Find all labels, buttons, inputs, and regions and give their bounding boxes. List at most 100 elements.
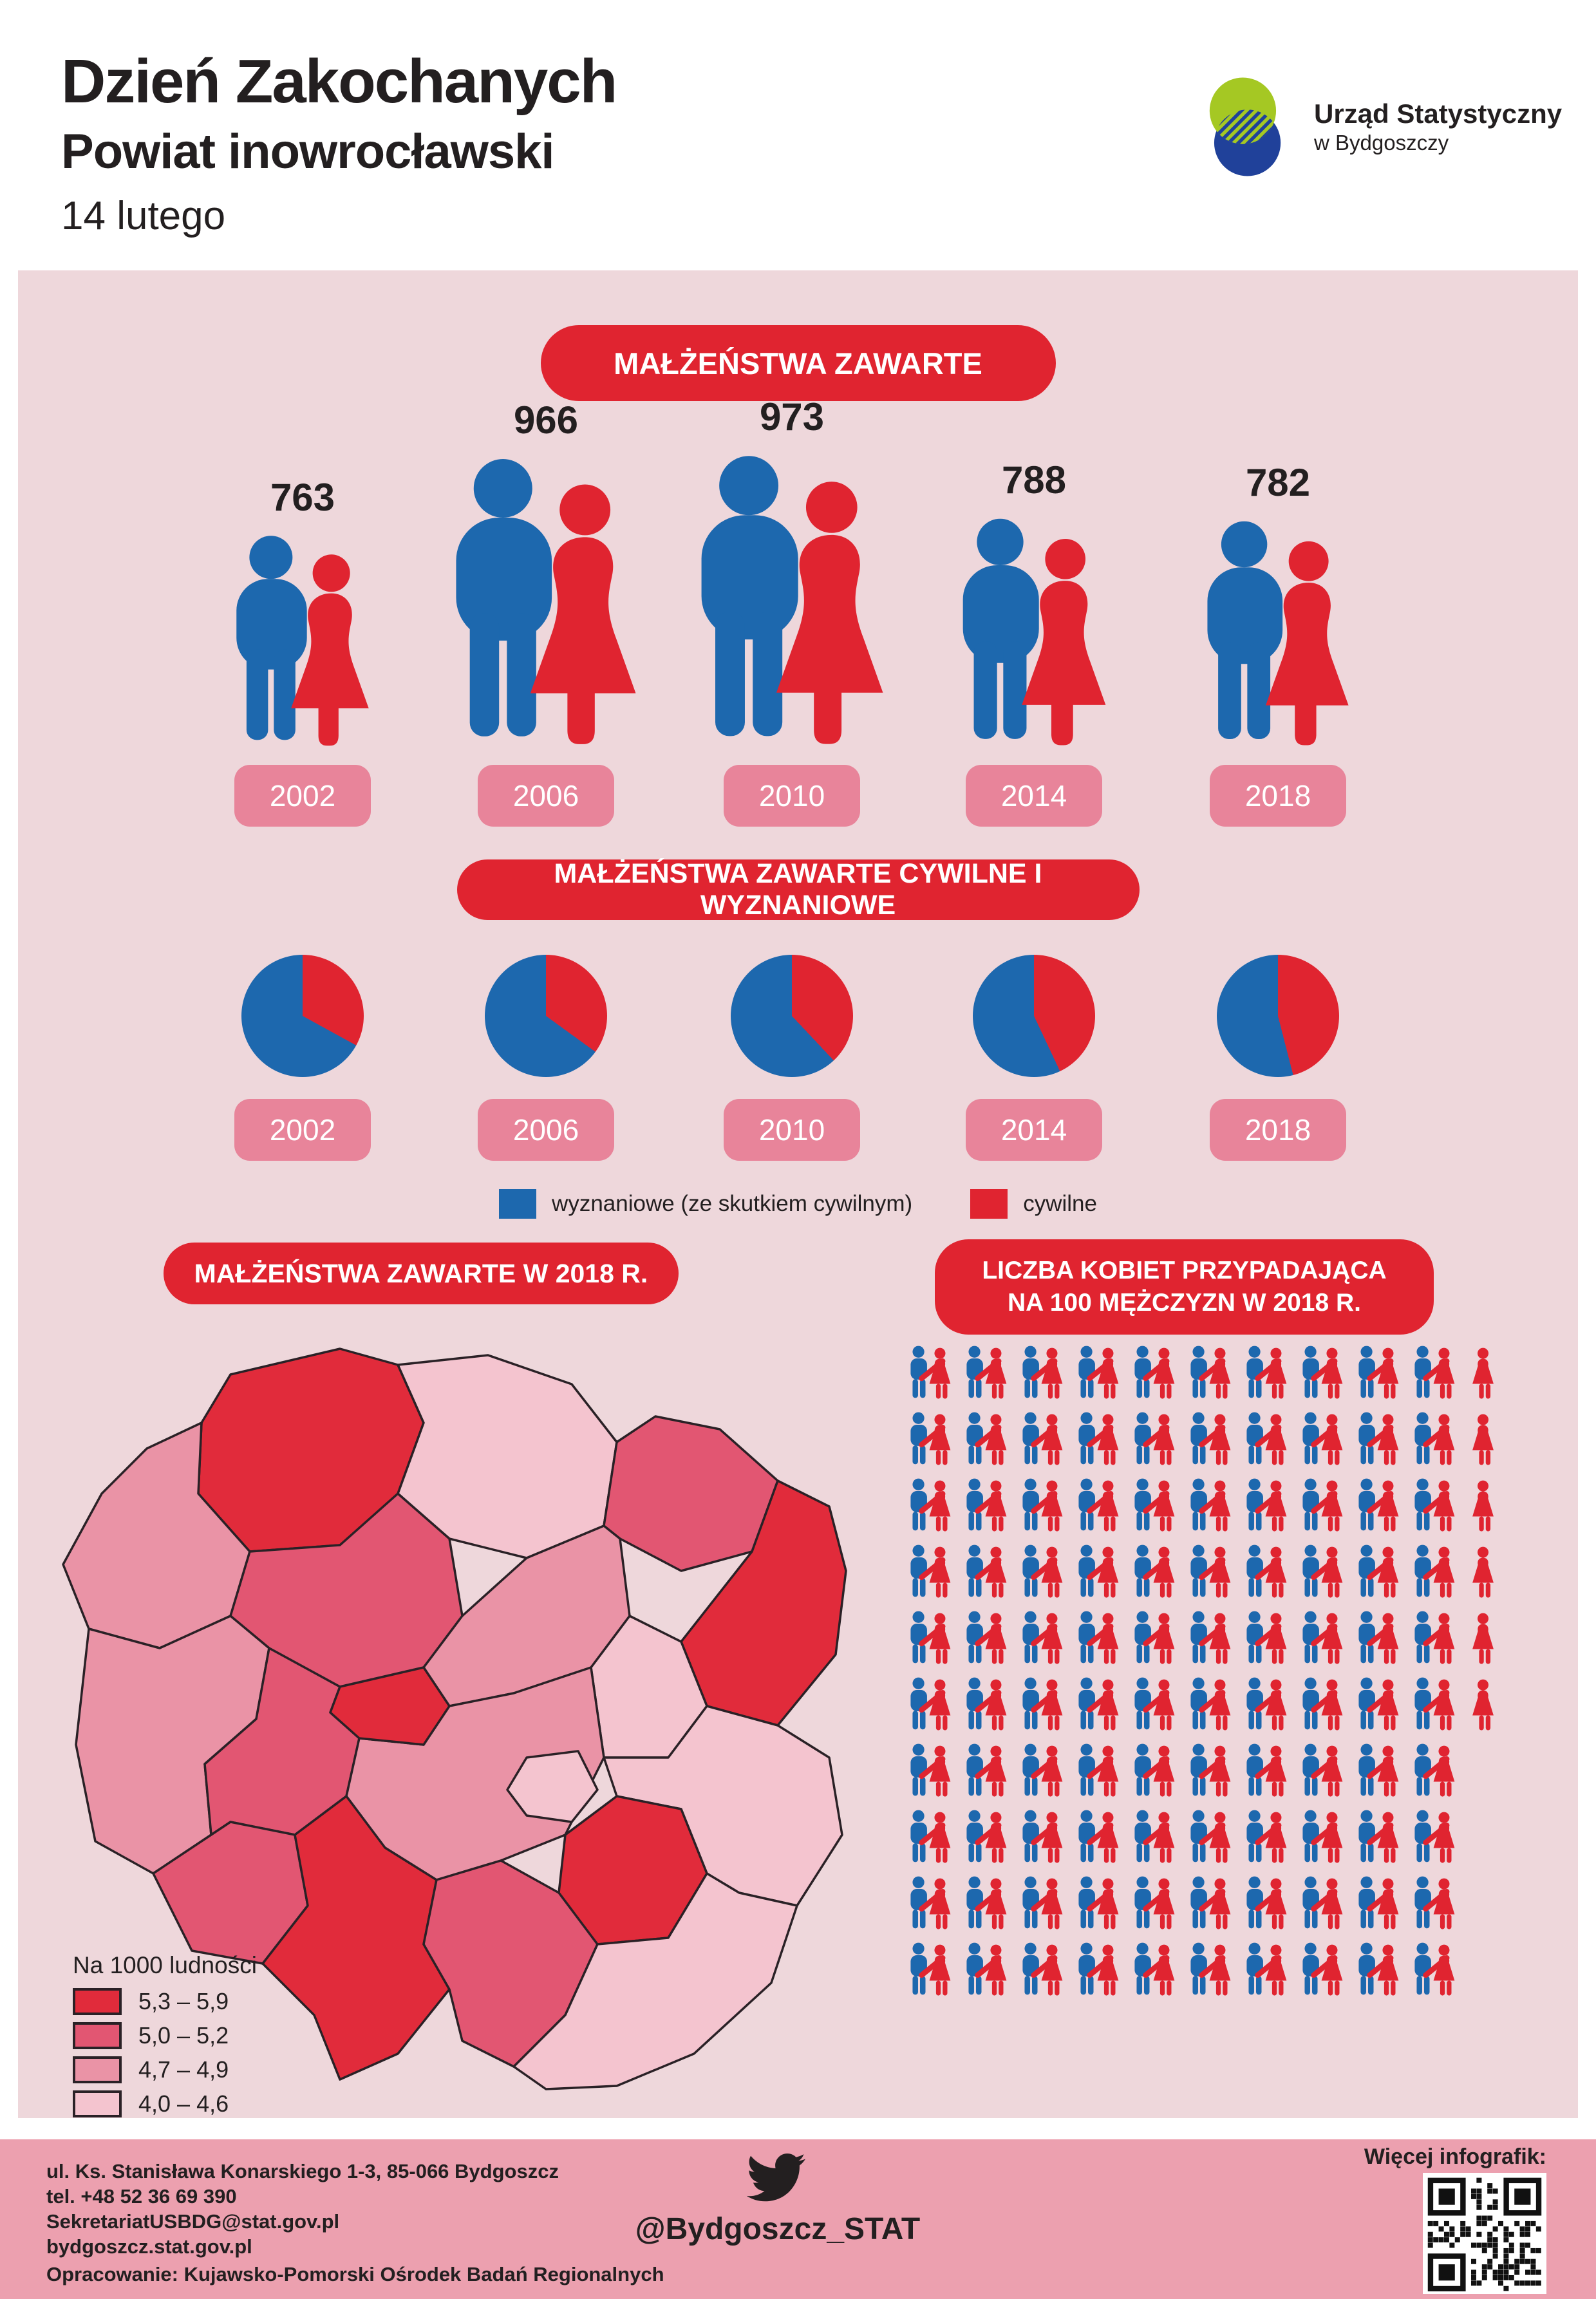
statistical-office-logo: Urząd Statystyczny w Bydgoszczy	[1188, 70, 1562, 184]
couple-icon	[1354, 1346, 1404, 1400]
woman-icon	[1472, 1414, 1494, 1465]
pie-chart	[973, 955, 1095, 1077]
couple-icon	[1354, 1544, 1404, 1599]
footer: ul. Ks. Stanisława Konarskiego 1-3, 85-0…	[0, 2139, 1596, 2299]
couple-icon	[962, 1544, 1012, 1599]
couple-icon	[1242, 1412, 1292, 1467]
more-infographics-label: Więcej infografik:	[1364, 2144, 1546, 2169]
logo-org-name: Urząd Statystyczny	[1314, 99, 1563, 129]
couple-icon	[1354, 1412, 1404, 1467]
couple-icon	[906, 1677, 956, 1732]
map-legend-range: 5,0 – 5,2	[138, 2022, 229, 2049]
couple-icon	[1018, 1876, 1068, 1931]
year-badge: 2002	[234, 765, 371, 827]
couple-icon	[1354, 1942, 1404, 1997]
couple-icon	[1130, 1743, 1180, 1798]
map-legend-swatch	[73, 2056, 122, 2083]
section-title-civil-religious: MAŁŻEŃSTWA ZAWARTE CYWILNE I WYZNANIOWE	[456, 858, 1140, 921]
couple-icon	[962, 1810, 1012, 1864]
couple-icon	[906, 1412, 956, 1467]
couple-icon	[1242, 1677, 1292, 1732]
couple-icon	[1074, 1810, 1124, 1864]
couple-icon	[1410, 1346, 1460, 1400]
couple-icon	[1074, 1544, 1124, 1599]
couple-icon	[1242, 1478, 1292, 1533]
marriage-count: 973	[759, 395, 825, 438]
couple-icon	[1298, 1544, 1348, 1599]
couple-icon	[1018, 1412, 1068, 1467]
couple-icon	[1130, 1810, 1180, 1864]
woman-icon	[1472, 1347, 1494, 1399]
page-title: Dzień Zakochanych	[61, 47, 617, 116]
couple-icon	[1410, 1478, 1460, 1533]
couple-icon	[1018, 1478, 1068, 1533]
couple-icon	[1354, 1743, 1404, 1798]
couple-icon	[1186, 1544, 1236, 1599]
couple-icon	[1018, 1810, 1068, 1864]
couple-icon	[1242, 1544, 1292, 1599]
couple-icon	[1298, 1412, 1348, 1467]
couple-icon	[1130, 1611, 1180, 1666]
map-legend-swatch	[73, 1988, 122, 2015]
couple-icon	[1242, 1743, 1292, 1798]
page-date: 14 lutego	[61, 194, 226, 238]
couple-icon	[1354, 1611, 1404, 1666]
qr-code	[1423, 2173, 1546, 2294]
couple-icon	[962, 1876, 1012, 1931]
couple-icon	[1074, 1346, 1124, 1400]
couple-icon	[1074, 1478, 1124, 1533]
couple-icon	[1130, 1677, 1180, 1732]
couple-icon	[1018, 1346, 1068, 1400]
phone-line: tel. +48 52 36 69 390	[46, 2185, 237, 2208]
couple-pictogram	[456, 459, 636, 744]
couple-icon	[1186, 1346, 1236, 1400]
couple-icon	[1130, 1544, 1180, 1599]
couple-icon	[962, 1942, 1012, 1997]
pie-legend: wyznaniowe (ze skutkiem cywilnym) cywilne	[18, 1189, 1578, 1219]
couple-icon	[1298, 1942, 1348, 1997]
couple-icon	[1130, 1412, 1180, 1467]
map-legend-rows: 5,3 – 5,9 5,0 – 5,2 4,7 – 4,9 4,0 – 4,6	[73, 1988, 257, 2117]
section-title-marriages: MAŁŻEŃSTWA ZAWARTE	[540, 325, 1056, 401]
year-badge: 2018	[1210, 765, 1346, 827]
couple-icon	[1130, 1346, 1180, 1400]
couple-pictogram	[1207, 521, 1349, 746]
page-subtitle: Powiat inowrocławski	[61, 124, 555, 179]
twitter-bird-icon	[746, 2154, 805, 2202]
couple-icon	[1130, 1942, 1180, 1997]
couple-icon	[906, 1544, 956, 1599]
marriage-count: 763	[270, 476, 335, 519]
map-legend: Na 1000 ludności 5,3 – 5,9 5,0 – 5,2 4,7 –…	[73, 1952, 257, 2125]
couple-icon	[1298, 1611, 1348, 1666]
legend-swatch	[499, 1189, 537, 1219]
couple-icon	[1186, 1677, 1236, 1732]
couple-icon	[1354, 1876, 1404, 1931]
couple-icon	[1186, 1810, 1236, 1864]
couple-icon	[1354, 1677, 1404, 1732]
map-legend-row: 4,7 – 4,9	[73, 2056, 257, 2083]
couple-icon	[1074, 1942, 1124, 1997]
couple-icon	[1018, 1611, 1068, 1666]
legend-item: wyznaniowe (ze skutkiem cywilnym)	[499, 1189, 912, 1219]
couple-icon	[906, 1346, 956, 1400]
couple-icon	[1186, 1743, 1236, 1798]
couple-icon	[1410, 1677, 1460, 1732]
address-line: ul. Ks. Stanisława Konarskiego 1-3, 85-0…	[46, 2160, 559, 2182]
marriage-count: 788	[1001, 458, 1067, 502]
twitter-handle: @Bydgoszcz_STAT	[635, 2212, 921, 2246]
couple-icon	[1410, 1876, 1460, 1931]
couple-icon	[962, 1611, 1012, 1666]
couple-icon	[1074, 1743, 1124, 1798]
logo-city: w Bydgoszczy	[1314, 131, 1449, 155]
couple-icon	[1242, 1876, 1292, 1931]
marriage-count: 782	[1245, 461, 1311, 504]
woman-icon	[1472, 1679, 1494, 1731]
woman-icon	[1472, 1546, 1494, 1598]
couple-pictogram	[701, 456, 883, 744]
couple-icon	[1354, 1478, 1404, 1533]
couple-icon	[1410, 1544, 1460, 1599]
couple-icon	[1074, 1611, 1124, 1666]
couple-icon	[906, 1942, 956, 1997]
woman-icon	[1472, 1480, 1494, 1532]
couple-icon	[906, 1876, 956, 1931]
